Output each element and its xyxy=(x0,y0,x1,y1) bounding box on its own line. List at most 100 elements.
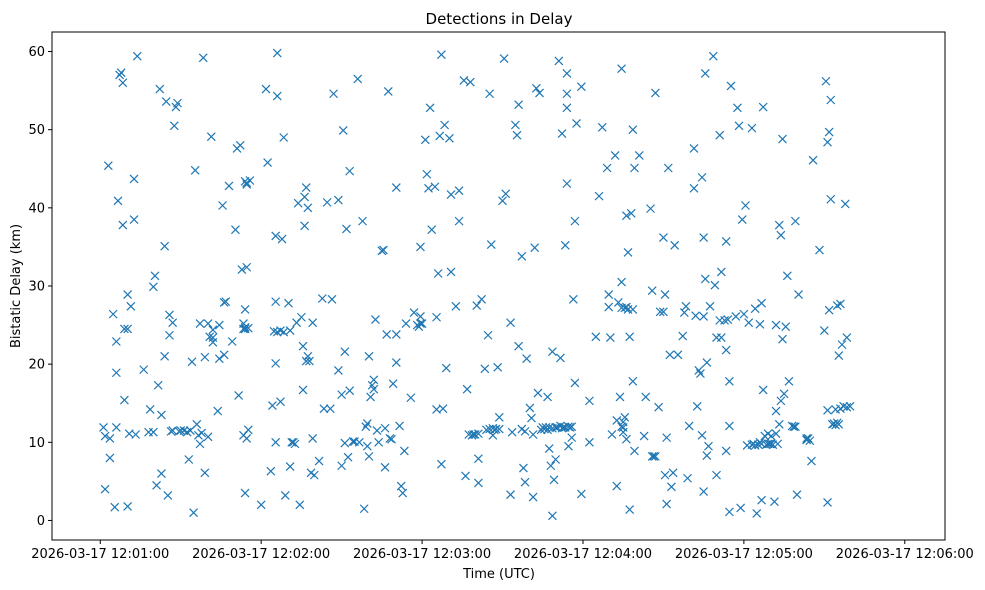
data-point xyxy=(290,439,300,449)
data-point xyxy=(239,430,248,440)
data-point xyxy=(148,427,158,437)
data-point xyxy=(195,319,205,328)
data-point xyxy=(366,392,376,402)
data-point xyxy=(765,439,775,449)
data-point xyxy=(692,401,702,411)
data-point xyxy=(420,135,430,145)
y-tick-label: 20 xyxy=(28,358,45,373)
data-point xyxy=(358,216,367,226)
x-tick-label: 2026-03-17 12:01:00 xyxy=(31,547,169,562)
data-point xyxy=(398,488,408,498)
data-point xyxy=(417,319,427,328)
y-tick-label: 0 xyxy=(37,514,45,529)
data-point xyxy=(660,470,670,480)
data-point xyxy=(757,298,766,308)
data-point xyxy=(369,375,379,385)
x-tick-label: 2026-03-17 12:05:00 xyxy=(675,547,813,562)
data-point xyxy=(129,215,139,224)
y-tick-label: 10 xyxy=(28,436,45,451)
data-point xyxy=(362,441,372,451)
data-point xyxy=(721,446,731,456)
data-point xyxy=(533,388,543,398)
data-point xyxy=(562,179,572,189)
data-point xyxy=(670,240,680,250)
data-point xyxy=(198,53,208,63)
data-point xyxy=(118,220,128,230)
data-point xyxy=(790,216,800,226)
data-point xyxy=(702,451,712,461)
data-point xyxy=(203,319,213,328)
data-point xyxy=(556,353,565,363)
data-point xyxy=(544,423,554,432)
data-point xyxy=(506,490,515,500)
data-point xyxy=(684,421,694,431)
data-point xyxy=(473,429,483,439)
data-point xyxy=(778,334,787,344)
data-point xyxy=(562,68,572,78)
data-point xyxy=(364,351,374,361)
data-point xyxy=(527,413,536,423)
data-point xyxy=(163,491,173,500)
data-point xyxy=(473,454,483,464)
data-point xyxy=(214,320,224,330)
data-point xyxy=(815,245,824,255)
data-point xyxy=(119,395,129,405)
data-point xyxy=(794,290,804,300)
data-point xyxy=(189,508,199,518)
data-point xyxy=(546,461,556,471)
data-point xyxy=(401,319,411,328)
data-point xyxy=(658,233,668,242)
data-point xyxy=(399,446,409,456)
data-point xyxy=(300,192,310,202)
data-point xyxy=(776,230,786,240)
data-point xyxy=(618,417,628,427)
data-point xyxy=(271,358,281,368)
data-point xyxy=(842,333,852,343)
data-point xyxy=(342,224,351,234)
data-point xyxy=(808,155,818,165)
data-point xyxy=(514,100,524,110)
data-point xyxy=(679,308,689,317)
data-point xyxy=(506,318,515,328)
data-point xyxy=(510,120,520,130)
data-point xyxy=(840,199,850,209)
data-point xyxy=(123,501,133,511)
data-point xyxy=(617,64,627,74)
data-point xyxy=(639,431,649,441)
data-point xyxy=(338,126,348,135)
data-point xyxy=(522,354,532,364)
data-point xyxy=(116,68,126,78)
data-point xyxy=(395,421,404,431)
data-point xyxy=(584,437,594,447)
data-point xyxy=(724,376,734,386)
data-point xyxy=(337,390,347,400)
data-point xyxy=(823,498,832,507)
data-point xyxy=(118,78,128,88)
x-axis-label: Time (UTC) xyxy=(462,567,535,582)
data-point xyxy=(576,82,586,92)
data-point xyxy=(160,351,170,361)
data-point xyxy=(111,423,121,432)
data-point xyxy=(391,358,401,368)
data-point xyxy=(454,216,464,226)
data-point xyxy=(618,427,628,437)
data-point xyxy=(525,403,535,413)
data-point xyxy=(621,434,631,444)
data-point xyxy=(243,323,253,333)
data-point xyxy=(771,320,781,330)
data-point xyxy=(520,477,530,487)
data-point xyxy=(778,134,787,144)
data-point xyxy=(465,77,475,87)
data-point xyxy=(391,330,401,339)
data-point xyxy=(340,347,350,357)
data-point xyxy=(277,234,287,244)
data-point xyxy=(602,163,612,173)
data-point xyxy=(271,297,281,307)
data-point xyxy=(623,247,633,257)
data-point xyxy=(512,130,522,140)
data-point xyxy=(562,89,572,99)
data-point xyxy=(747,123,757,133)
x-tick-label: 2026-03-17 12:06:00 xyxy=(836,547,974,562)
data-point xyxy=(750,304,760,314)
